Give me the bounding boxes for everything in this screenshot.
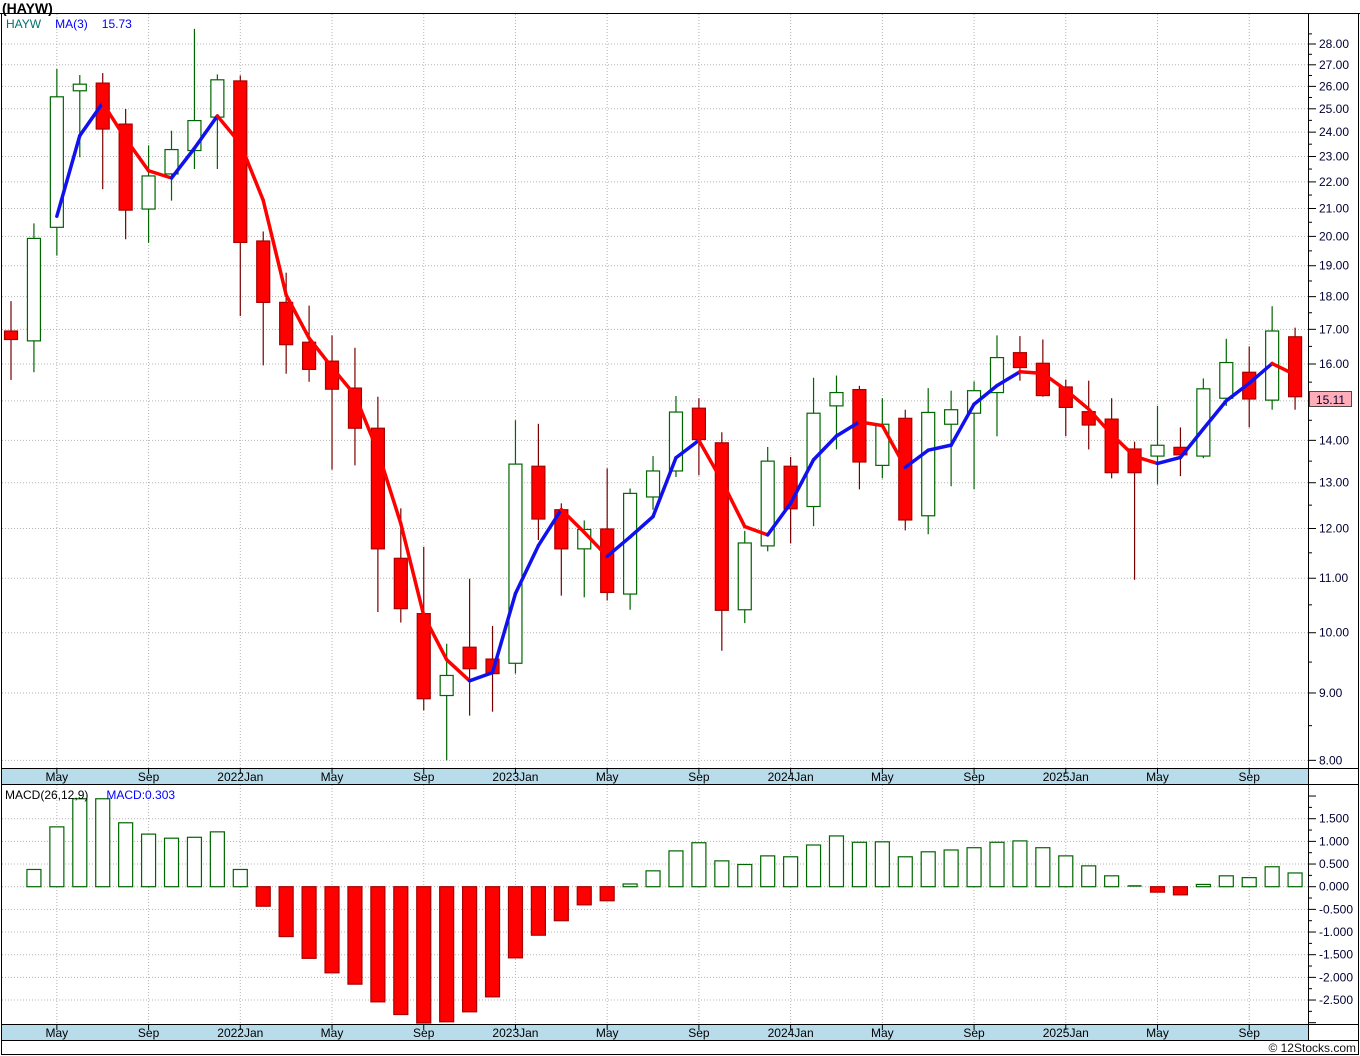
svg-text:16.00: 16.00 (1319, 357, 1349, 371)
svg-text:May: May (46, 1026, 69, 1040)
svg-text:May: May (596, 770, 619, 784)
last-price-marker: 15.11 (1309, 391, 1352, 407)
svg-text:Sep: Sep (688, 1026, 710, 1040)
page-title: (HAYW) (2, 0, 53, 16)
svg-text:May: May (1146, 1026, 1169, 1040)
svg-text:-1.000: -1.000 (1319, 925, 1353, 939)
svg-text:-2.500: -2.500 (1319, 993, 1353, 1007)
copyright-label: © 12Stocks.com (1268, 1041, 1356, 1055)
svg-text:May: May (46, 770, 69, 784)
svg-text:Sep: Sep (138, 770, 160, 784)
svg-text:17.00: 17.00 (1319, 322, 1349, 336)
ma-line (55, 101, 1297, 683)
svg-text:2024Jan: 2024Jan (768, 1026, 814, 1040)
svg-text:-1.500: -1.500 (1319, 948, 1353, 962)
svg-text:25.00: 25.00 (1319, 102, 1349, 116)
svg-text:12.00: 12.00 (1319, 521, 1349, 535)
macd-name: MACD(26,12,9) (5, 788, 89, 802)
svg-text:11.00: 11.00 (1319, 571, 1348, 585)
svg-text:1.000: 1.000 (1319, 834, 1349, 848)
macd-legend: MACD(26,12,9) MACD:0.303 (5, 788, 175, 802)
svg-text:9.00: 9.00 (1319, 686, 1343, 700)
svg-text:28.00: 28.00 (1319, 37, 1349, 51)
svg-text:19.00: 19.00 (1319, 259, 1349, 273)
svg-text:20.00: 20.00 (1319, 229, 1349, 243)
svg-text:21.00: 21.00 (1319, 201, 1349, 215)
svg-text:2025Jan: 2025Jan (1043, 1026, 1089, 1040)
svg-text:26.00: 26.00 (1319, 79, 1349, 93)
svg-text:May: May (321, 1026, 344, 1040)
svg-text:1.500: 1.500 (1319, 812, 1349, 826)
svg-text:27.00: 27.00 (1319, 58, 1349, 72)
svg-text:14.00: 14.00 (1319, 433, 1349, 447)
svg-text:Sep: Sep (963, 770, 985, 784)
svg-text:Sep: Sep (413, 770, 435, 784)
candlesticks (3, 28, 1303, 761)
svg-text:18.00: 18.00 (1319, 290, 1349, 304)
svg-text:Sep: Sep (1239, 770, 1261, 784)
svg-text:Sep: Sep (1239, 1026, 1261, 1040)
svg-text:May: May (321, 770, 344, 784)
svg-text:May: May (871, 1026, 894, 1040)
svg-text:24.00: 24.00 (1319, 125, 1349, 139)
svg-text:0.000: 0.000 (1319, 880, 1349, 894)
svg-text:Sep: Sep (138, 1026, 160, 1040)
symbol-label: HAYW (6, 17, 42, 31)
svg-text:22.00: 22.00 (1319, 175, 1349, 189)
svg-text:Sep: Sep (963, 1026, 985, 1040)
macd-value: MACD:0.303 (106, 788, 176, 802)
svg-text:May: May (871, 770, 894, 784)
macd-histogram (26, 798, 1303, 1024)
svg-text:0.500: 0.500 (1319, 857, 1349, 871)
svg-text:2025Jan: 2025Jan (1043, 770, 1089, 784)
svg-text:2024Jan: 2024Jan (768, 770, 814, 784)
svg-text:May: May (1146, 770, 1169, 784)
svg-text:23.00: 23.00 (1319, 149, 1349, 163)
svg-text:May: May (596, 1026, 619, 1040)
svg-text:13.00: 13.00 (1319, 476, 1349, 490)
svg-text:2022Jan: 2022Jan (217, 770, 263, 784)
svg-text:2023Jan: 2023Jan (492, 1026, 538, 1040)
ma-value: 15.73 (101, 17, 132, 31)
svg-text:10.00: 10.00 (1319, 626, 1349, 640)
svg-text:Sep: Sep (413, 1026, 435, 1040)
svg-text:-0.500: -0.500 (1319, 902, 1353, 916)
svg-text:2022Jan: 2022Jan (217, 1026, 263, 1040)
ma-label: MA(3) (55, 17, 88, 31)
svg-text:Sep: Sep (688, 770, 710, 784)
price-legend: HAYW MA(3) 15.73 (6, 17, 132, 31)
svg-text:8.00: 8.00 (1319, 753, 1343, 767)
svg-text:-2.000: -2.000 (1319, 970, 1353, 984)
svg-text:2023Jan: 2023Jan (492, 770, 538, 784)
